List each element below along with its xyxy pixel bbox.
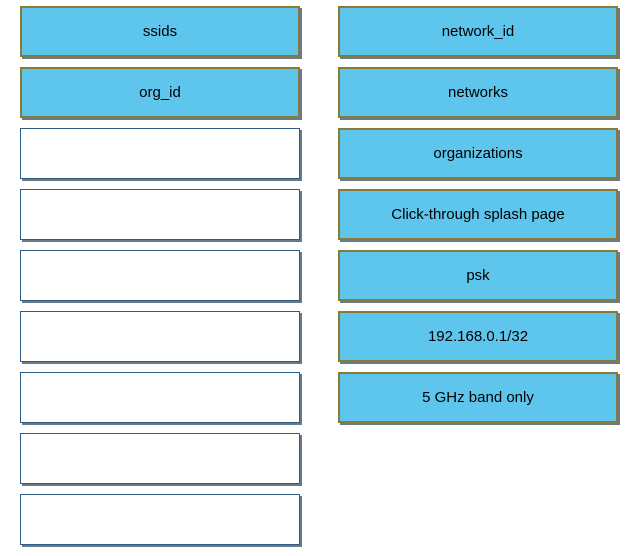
right-box-5[interactable]: psk bbox=[338, 250, 618, 301]
right-box-3[interactable]: organizations bbox=[338, 128, 618, 179]
left-slot-9[interactable] bbox=[20, 494, 300, 545]
left-column: ssids org_id bbox=[20, 6, 300, 555]
right-box-1[interactable]: network_id bbox=[338, 6, 618, 57]
left-slot-5[interactable] bbox=[20, 250, 300, 301]
right-box-2-label: networks bbox=[448, 85, 508, 100]
left-box-2-label: org_id bbox=[139, 85, 181, 100]
matching-canvas: ssids org_id bbox=[0, 0, 642, 556]
left-slot-3[interactable] bbox=[20, 128, 300, 179]
left-box-1-label: ssids bbox=[143, 24, 177, 39]
right-box-4-label: Click-through splash page bbox=[391, 207, 564, 222]
left-slot-4[interactable] bbox=[20, 189, 300, 240]
right-box-6[interactable]: 192.168.0.1/32 bbox=[338, 311, 618, 362]
columns: ssids org_id bbox=[0, 6, 642, 555]
right-column: network_id networks organizations Click-… bbox=[338, 6, 618, 433]
left-slot-8[interactable] bbox=[20, 433, 300, 484]
right-box-3-label: organizations bbox=[433, 146, 522, 161]
right-box-1-label: network_id bbox=[442, 24, 515, 39]
right-box-6-label: 192.168.0.1/32 bbox=[428, 329, 528, 344]
right-box-4[interactable]: Click-through splash page bbox=[338, 189, 618, 240]
right-box-7-label: 5 GHz band only bbox=[422, 390, 534, 405]
left-box-2[interactable]: org_id bbox=[20, 67, 300, 118]
left-slot-6[interactable] bbox=[20, 311, 300, 362]
right-box-2[interactable]: networks bbox=[338, 67, 618, 118]
right-box-7[interactable]: 5 GHz band only bbox=[338, 372, 618, 423]
left-box-1[interactable]: ssids bbox=[20, 6, 300, 57]
left-slot-7[interactable] bbox=[20, 372, 300, 423]
right-box-5-label: psk bbox=[466, 268, 489, 283]
